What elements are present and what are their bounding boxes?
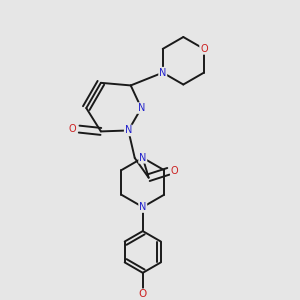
Text: O: O bbox=[200, 44, 208, 54]
Text: N: N bbox=[138, 103, 145, 113]
Text: N: N bbox=[125, 125, 132, 136]
Text: O: O bbox=[171, 166, 178, 176]
Text: N: N bbox=[139, 202, 146, 212]
Text: N: N bbox=[139, 153, 146, 163]
Text: O: O bbox=[69, 124, 76, 134]
Text: N: N bbox=[159, 68, 166, 78]
Text: O: O bbox=[139, 289, 147, 299]
